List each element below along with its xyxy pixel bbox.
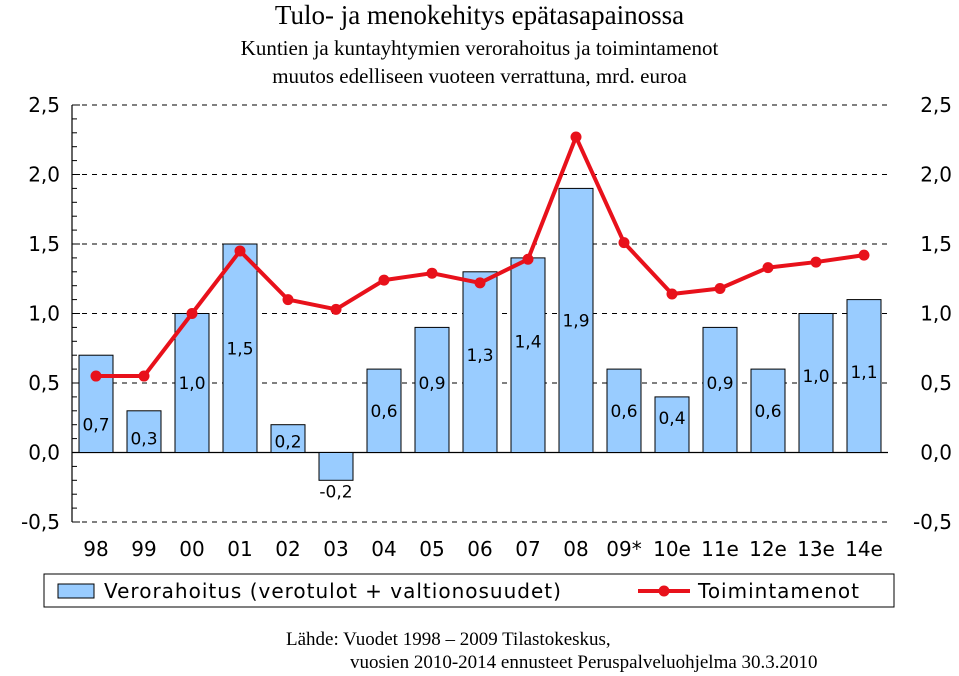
bar-value-label: 1,1 (850, 363, 877, 383)
line-point (186, 308, 198, 319)
chart-title: Tulo- ja menokehitys epätasapainossa (274, 0, 685, 30)
x-tick-label: 06 (467, 537, 492, 561)
bar (702, 326, 738, 453)
y-tick-label-left: 2,0 (28, 163, 60, 187)
bar-value-label: 0,3 (130, 430, 157, 450)
x-tick-label: 01 (227, 537, 252, 561)
y-tick-label-left: 0,5 (28, 371, 60, 395)
legend: Verorahoitus (verotulot + valtionosuudet… (43, 573, 895, 608)
bar-value-label: 0,7 (82, 416, 109, 436)
bar (462, 271, 498, 453)
y-tick-label-right: 1,5 (920, 232, 952, 256)
y-tick-label-right: -0,5 (913, 510, 952, 534)
y-tick-label-left: 0,0 (28, 441, 60, 465)
legend-bar-swatch (57, 583, 95, 599)
bar (414, 326, 450, 453)
bar (558, 187, 594, 453)
chart-subtitle-line1: Kuntien ja kuntayhtymien verorahoitus ja… (240, 36, 719, 60)
x-tick-label: 10e (653, 537, 691, 561)
legend-line-marker (658, 585, 670, 597)
bar-value-label: 1,0 (178, 374, 205, 394)
y-tick-label-left: 1,0 (28, 302, 60, 326)
line-series (90, 131, 870, 382)
line-point (522, 253, 534, 265)
source-line1: Lähde: Vuodet 1998 – 2009 Tilastokeskus, (286, 629, 611, 650)
bar (222, 243, 258, 453)
bar-value-label: 1,4 (514, 332, 541, 352)
line-point (90, 370, 102, 382)
bar-value-label: 0,6 (610, 402, 637, 422)
line-point (858, 249, 870, 261)
bar-value-label: 0,9 (418, 374, 445, 394)
y-tick-label-right: 0,0 (920, 441, 952, 465)
bar (366, 368, 402, 454)
y-tick-label-left: 2,5 (28, 93, 60, 117)
y-tick-label-right: 2,0 (920, 163, 952, 187)
y-tick-label-left: 1,5 (28, 232, 60, 256)
line-point (474, 277, 486, 289)
bar (270, 424, 306, 454)
x-tick-label: 00 (179, 537, 204, 561)
y-tick-labels-right: -0,5 0,0 0,5 1,0 1,5 2,0 2,5 (913, 93, 952, 534)
x-tick-label: 07 (515, 537, 540, 561)
x-tick-label: 99 (131, 537, 156, 561)
line-point (330, 303, 342, 315)
bar-value-label: 1,9 (562, 311, 589, 331)
bar-value-label: 0,9 (706, 374, 733, 394)
bar (606, 368, 642, 454)
x-tick-label: 13e (797, 537, 835, 561)
line-point (570, 131, 582, 143)
bar (510, 257, 546, 453)
bar-value-label: 1,5 (226, 339, 253, 359)
source-line2: vuosien 2010-2014 ennusteet Peruspalvelu… (350, 652, 818, 673)
chart-subtitle-line2: muutos edelliseen vuoteen verrattuna, mr… (272, 64, 687, 88)
legend-bar-label: Verorahoitus (verotulot + valtionosuudet… (104, 579, 562, 603)
bar-value-label: 0,4 (658, 409, 685, 429)
x-tick-label: 05 (419, 537, 444, 561)
bar-value-label: -0,2 (319, 482, 352, 502)
x-tick-label: 09* (606, 537, 641, 561)
legend-line-label: Toimintamenot (697, 579, 860, 603)
bar-value-label: 0,2 (274, 432, 301, 452)
bar-value-label: 0,6 (754, 402, 781, 422)
bar (654, 396, 690, 453)
bar-value-label: 0,6 (370, 402, 397, 422)
x-tick-label: 98 (83, 537, 108, 561)
y-tick-label-right: 2,5 (920, 93, 952, 117)
y-tick-labels-left: -0,5 0,0 0,5 1,0 1,5 2,0 2,5 (21, 93, 60, 534)
line-point (666, 288, 678, 300)
bar (318, 452, 354, 481)
bar-value-label: 1,3 (466, 346, 493, 366)
bars (78, 187, 882, 481)
line-point (810, 256, 822, 268)
bar-value-label: 1,0 (802, 367, 829, 387)
x-tick-label: 12e (749, 537, 787, 561)
bar (846, 299, 882, 453)
x-tick-label: 11e (701, 537, 739, 561)
line-point (426, 267, 438, 279)
bar (78, 354, 114, 454)
x-tick-label: 14e (845, 537, 883, 561)
x-tick-label: 02 (275, 537, 300, 561)
line-point (282, 294, 294, 306)
bar (750, 368, 786, 454)
line-point (234, 245, 246, 257)
y-tick-label-right: 0,5 (920, 371, 952, 395)
line-point (762, 262, 774, 274)
x-tick-labels: 98 99 00 01 02 03 04 05 06 07 08 09* 10e 11e 12e 13e 14e (83, 537, 883, 561)
line-point (618, 237, 630, 249)
line-point (138, 370, 150, 382)
bar-labels: 0,7 0,3 1,0 1,5 0,2 -0,2 0,6 0,9 1,3 1,4 1,9 0,6 0,4… (82, 311, 877, 502)
line-point (378, 274, 390, 286)
x-tick-label: 03 (323, 537, 348, 561)
x-tick-label: 04 (371, 537, 396, 561)
bar (126, 410, 162, 453)
x-tick-label: 08 (563, 537, 588, 561)
legend-box (43, 573, 895, 608)
line-point (714, 282, 726, 294)
y-tick-label-left: -0,5 (21, 510, 60, 534)
bar (798, 313, 834, 453)
y-tick-label-right: 1,0 (920, 302, 952, 326)
